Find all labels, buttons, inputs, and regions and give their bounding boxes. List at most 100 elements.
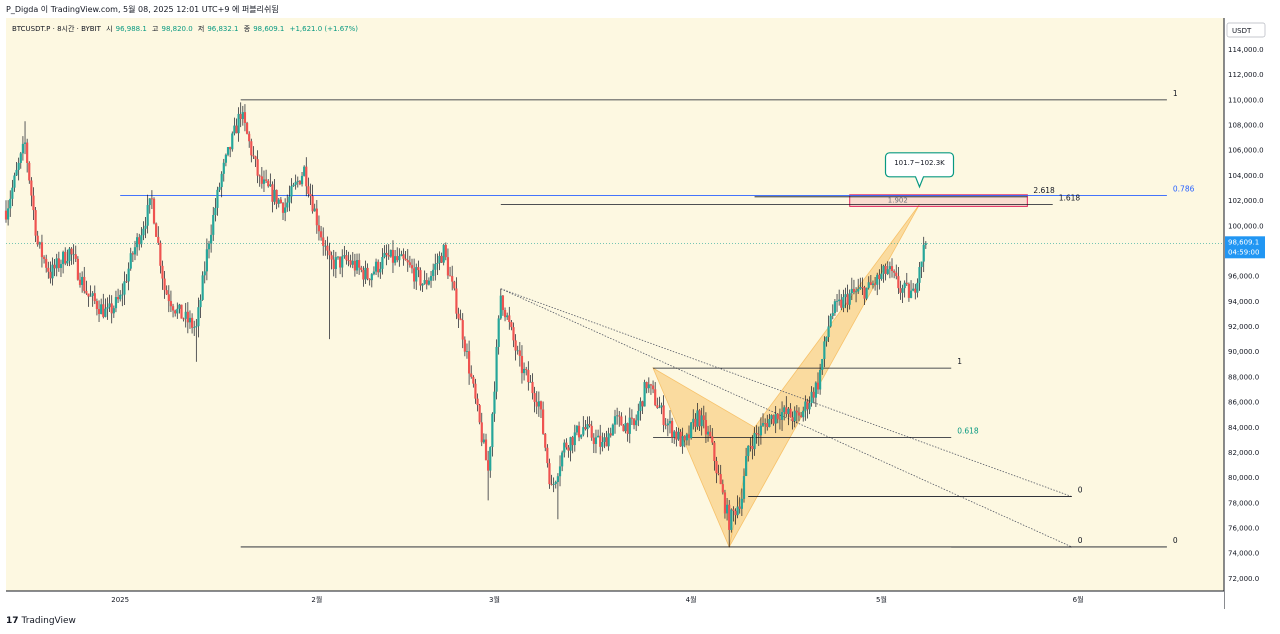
candle-body (267, 180, 270, 187)
candle-body (53, 264, 56, 269)
candle-body (861, 287, 864, 288)
candle-body (427, 280, 431, 285)
candle-body (546, 447, 549, 464)
candle-body (827, 326, 830, 338)
candle-body (32, 195, 35, 211)
candle-body (852, 288, 856, 293)
candle-body (199, 299, 202, 308)
candle-body (588, 424, 591, 426)
symbol-name[interactable]: BTCUSDT.P · 8시간 · BYBIT (12, 25, 101, 33)
y-tick-label: 88,000.0 (1228, 373, 1259, 381)
candle-body (897, 276, 900, 289)
candle-body (713, 442, 716, 462)
close-value: 98,609.1 (253, 25, 285, 33)
candles (4, 102, 927, 547)
candle-body (605, 437, 608, 447)
x-tick-label: 3월 (489, 595, 500, 604)
candle-body (275, 189, 278, 204)
candle-body (127, 268, 130, 282)
x-tick-label: 6월 (1073, 595, 1084, 604)
candle-body (795, 410, 798, 413)
tradingview-logo[interactable]: 17 TradingView (6, 616, 76, 626)
candle-body (770, 415, 773, 420)
candle-body (863, 287, 866, 299)
candle-body (592, 437, 595, 444)
candle-body (613, 416, 617, 425)
candle-body (203, 271, 206, 276)
candle-body (662, 405, 665, 426)
footer: 17 TradingView (0, 612, 1280, 634)
candle-body (176, 308, 179, 314)
y-tick-label: 112,000.0 (1228, 71, 1264, 79)
candle-body (484, 439, 488, 461)
candle-body (514, 340, 517, 351)
candle-body (364, 267, 367, 280)
candle-body (81, 276, 84, 285)
candle-body (61, 251, 65, 265)
last-price-tag (1225, 236, 1265, 259)
candle-body (696, 410, 699, 427)
candle-body (899, 288, 902, 293)
y-tick-label: 90,000.0 (1228, 348, 1259, 356)
level-label: 0.618 (957, 426, 979, 435)
y-tick-label: 94,000.0 (1228, 298, 1259, 306)
candle-body (799, 415, 803, 418)
candle-body (482, 439, 485, 443)
candle-body (882, 265, 885, 274)
candle-body (292, 184, 295, 187)
candle-body (358, 260, 361, 268)
candle-body (222, 162, 225, 174)
candle-body (656, 405, 659, 408)
candle-body (23, 142, 27, 144)
candle-body (525, 368, 528, 370)
candle-body (683, 436, 686, 441)
candle-body (93, 293, 96, 302)
candle-body (448, 275, 452, 277)
candle-body (144, 225, 147, 229)
candle-body (914, 288, 917, 293)
candle-body (438, 255, 441, 263)
candle-body (472, 376, 475, 384)
candle-body (425, 280, 428, 285)
candle-body (761, 423, 765, 426)
candle-body (30, 180, 33, 196)
candle-body (888, 266, 891, 270)
candle-body (341, 256, 344, 268)
candle-body (895, 272, 898, 277)
candle-body (313, 208, 316, 212)
candle-body (188, 317, 192, 323)
candle-body (140, 235, 143, 245)
y-tick-label: 84,000.0 (1228, 424, 1259, 432)
candle-body (706, 431, 710, 435)
candle-body (723, 492, 727, 514)
candle-body (19, 153, 22, 163)
candle-body (150, 198, 154, 200)
candle-body (434, 263, 437, 270)
candle-body (59, 264, 63, 268)
candle-body (442, 244, 445, 263)
tradingview-logo-icon: 17 (6, 616, 19, 626)
candle-body (334, 257, 337, 269)
candle-body (349, 260, 352, 265)
candle-body (685, 434, 688, 441)
candle-body (347, 260, 350, 262)
candle-body (825, 337, 828, 342)
last-price-value: 98,609.1 (1228, 238, 1259, 246)
y-tick-label: 104,000.0 (1228, 172, 1264, 180)
candle-body (719, 474, 722, 485)
candle-body (764, 423, 767, 424)
candle-body (21, 143, 25, 154)
candle-body (499, 295, 502, 319)
candle-body (924, 243, 927, 245)
candle-body (563, 442, 566, 453)
candle-body (854, 291, 858, 293)
candle-body (410, 265, 414, 269)
candle-body (136, 237, 139, 248)
price-chart[interactable]: 72,000.0 74,000.0 76,000.0 78,000.0 80,000.0… (0, 18, 1280, 612)
y-tick-label: 100,000.0 (1228, 222, 1264, 230)
candle-body (300, 175, 304, 185)
candle-body (725, 504, 729, 514)
candle-body (165, 290, 168, 295)
dotted-trend-line (500, 288, 1072, 497)
bar-countdown: 04:59:00 (1228, 248, 1259, 256)
